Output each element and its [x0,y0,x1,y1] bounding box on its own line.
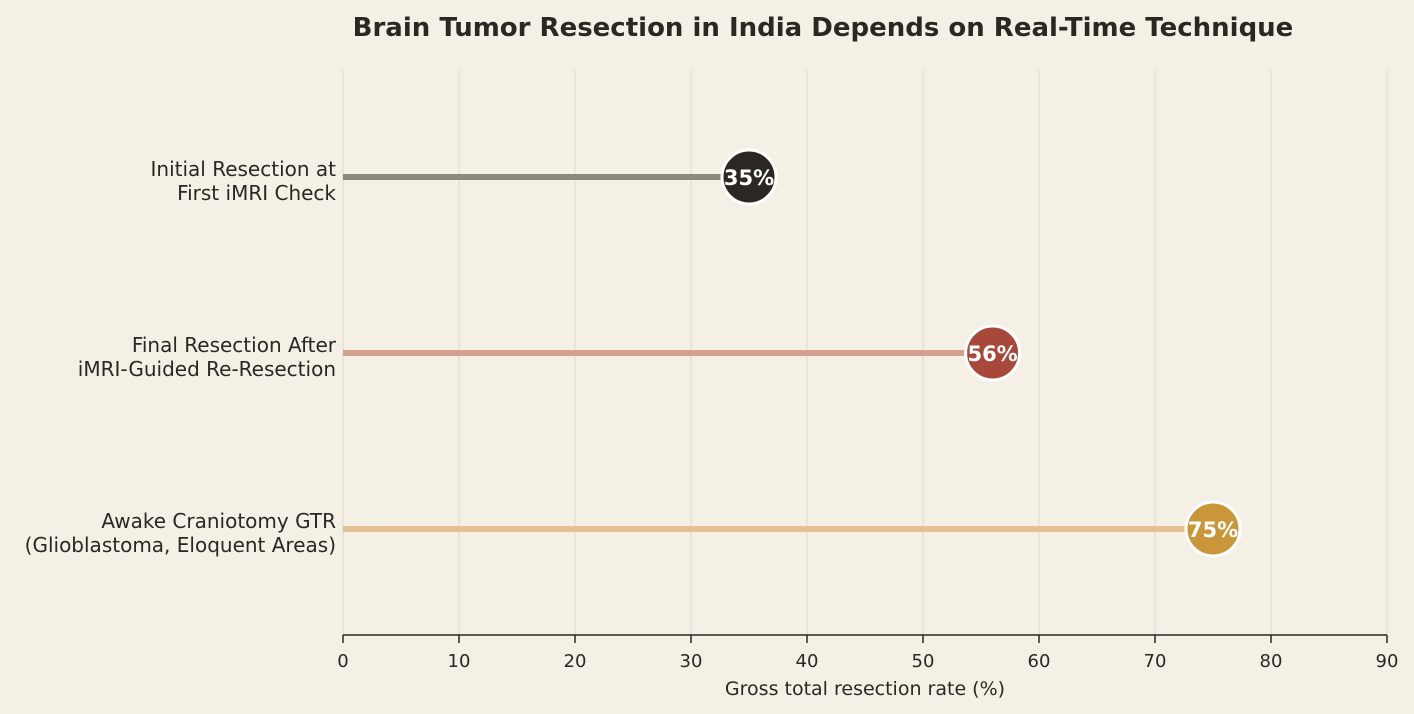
value-label: 75% [1188,518,1238,542]
category-label: First iMRI Check [177,181,336,205]
x-tick-label: 60 [1028,651,1051,672]
category-label: Initial Resection at [151,157,337,181]
lollipop-dots: 35% 56% 75% [720,148,1242,558]
x-tick-label: 40 [796,651,819,672]
x-tick-label: 20 [564,651,587,672]
category-label: iMRI-Guided Re-Resection [78,357,336,381]
x-tick-label: 70 [1144,651,1167,672]
value-label: 35% [724,166,774,190]
lollipop-stems [343,174,1213,532]
category-label: (Glioblastoma, Eloquent Areas) [25,533,336,557]
category-label: Awake Craniotomy GTR [101,509,336,533]
lollipop-dot [1184,500,1242,558]
x-tick-label: 0 [337,651,348,672]
category-label: Final Resection After [132,333,337,357]
x-tick-label: 90 [1376,651,1399,672]
value-label: 56% [967,342,1017,366]
chart-title: Brain Tumor Resection in India Depends o… [353,13,1294,43]
x-tick-label: 80 [1260,651,1283,672]
x-axis-ticks: 0 10 20 30 40 50 60 70 80 90 [337,635,1398,672]
x-axis-label: Gross total resection rate (%) [725,678,1005,700]
x-tick-label: 50 [912,651,935,672]
x-tick-label: 30 [680,651,703,672]
lollipop-dot [964,324,1022,382]
lollipop-dot [720,148,778,206]
x-tick-label: 10 [448,651,471,672]
